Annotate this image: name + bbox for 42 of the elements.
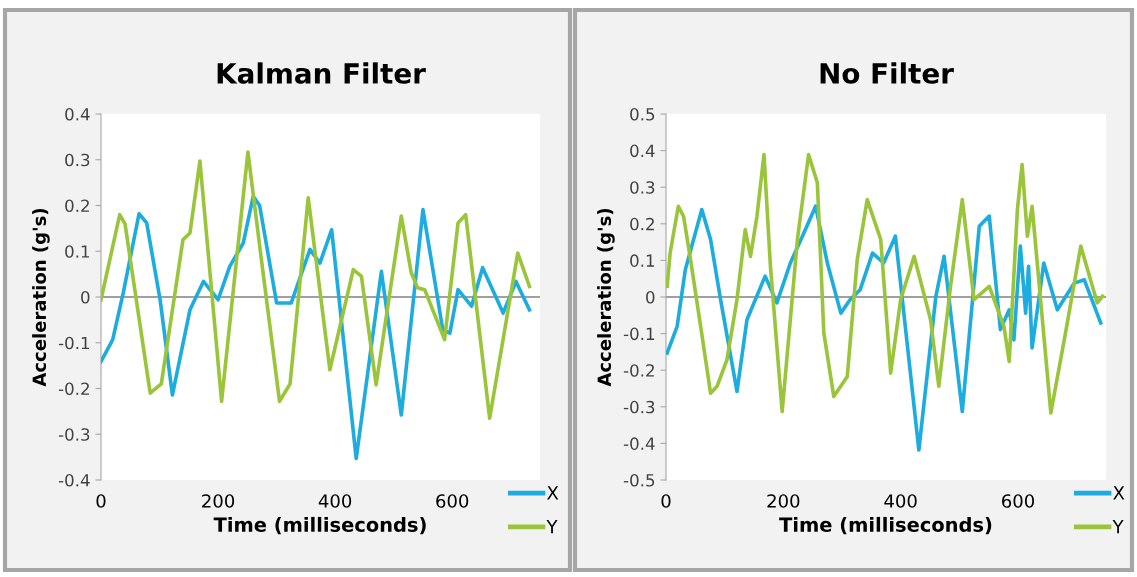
y-tick-label: 0.1 xyxy=(630,254,655,267)
y-tick-label: -0.3 xyxy=(58,428,90,441)
legend-label: X xyxy=(1113,486,1125,500)
x-axis-title: Time (milliseconds) xyxy=(213,516,426,535)
y-tick-label: 0.4 xyxy=(630,144,655,158)
y-tick-label: -0.4 xyxy=(623,437,655,450)
line-series xyxy=(666,152,1105,415)
x-tick-label: 0 xyxy=(96,494,106,508)
y-tick-label: -0.5 xyxy=(623,473,655,487)
y-tick-label: 0.3 xyxy=(630,181,655,194)
y-tick-label: -0.1 xyxy=(58,336,90,350)
y-axis-title: Acceleration (g's) xyxy=(597,208,615,387)
y-tick-label: 0 xyxy=(646,290,655,304)
y-tick-label: 0.2 xyxy=(630,217,654,231)
line-series xyxy=(101,194,532,461)
y-tick-label: -0.2 xyxy=(58,382,89,396)
legend-label: Y xyxy=(546,520,558,534)
chart-title: No Filter xyxy=(820,62,954,84)
y-tick-label: 0.3 xyxy=(65,153,90,167)
y-tick-label: -0.2 xyxy=(623,364,654,377)
x-tick-label: 600 xyxy=(436,494,469,508)
x-axis-title: Time (milliseconds) xyxy=(779,516,992,535)
line-series xyxy=(101,150,532,421)
y-tick-label: 0.5 xyxy=(630,107,655,121)
x-tick-label: 400 xyxy=(318,494,352,508)
y-axis-title: Acceleration (g's) xyxy=(32,208,50,387)
x-tick-label: 400 xyxy=(884,494,917,508)
legend-label: Y xyxy=(1112,520,1124,534)
x-tick-label: 200 xyxy=(202,494,235,508)
y-tick-label: -0.3 xyxy=(623,400,655,414)
x-tick-label: 600 xyxy=(1002,494,1035,508)
y-tick-label: 0 xyxy=(81,290,90,304)
chart-title: Kalman Filter xyxy=(217,62,426,84)
line-series xyxy=(666,204,1103,452)
legend-label: X xyxy=(547,486,559,500)
y-tick-label: -0.1 xyxy=(623,327,655,341)
y-tick-label: 0.1 xyxy=(65,245,90,258)
y-tick-label: -0.4 xyxy=(58,473,90,487)
y-tick-label: 0.2 xyxy=(65,199,89,213)
y-tick-label: 0.4 xyxy=(65,107,90,121)
x-tick-label: 0 xyxy=(661,494,671,508)
x-tick-label: 200 xyxy=(767,494,800,508)
